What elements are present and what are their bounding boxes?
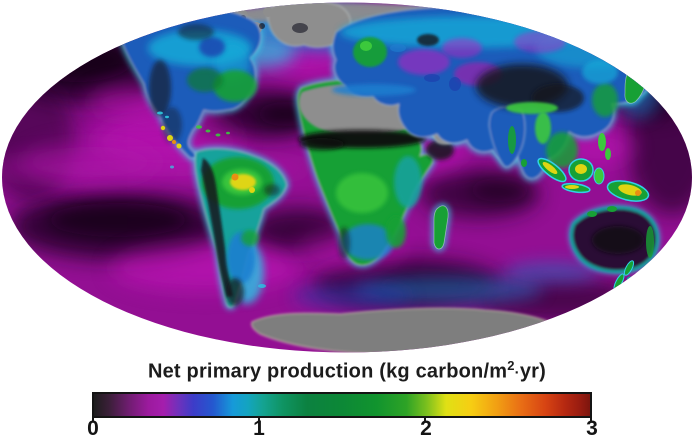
hawaii xyxy=(165,115,169,119)
new-zealand xyxy=(623,260,635,276)
europe-green xyxy=(353,37,387,67)
antarctica-east xyxy=(555,322,605,338)
europe-dark-patch xyxy=(417,34,439,46)
congo-green xyxy=(336,173,388,213)
north-america xyxy=(117,6,262,159)
ocean-patch xyxy=(620,33,690,83)
tick-label-2: 2 xyxy=(420,417,432,440)
mediterranean-sea xyxy=(332,84,416,96)
andes-dark-strip xyxy=(201,158,233,297)
west-ghats-green xyxy=(508,126,516,154)
hudson-bay xyxy=(199,37,225,57)
falklands xyxy=(258,284,266,288)
ocean-patch xyxy=(110,244,300,292)
philippines xyxy=(605,148,611,160)
mozambique-green xyxy=(386,216,406,248)
colorbar-tick xyxy=(92,416,94,422)
caatinga-dark xyxy=(264,184,280,196)
indonesia xyxy=(537,157,650,202)
southeast-asia-green xyxy=(546,132,578,168)
amazon-yellow-spot xyxy=(249,187,255,193)
pampas-green xyxy=(241,230,259,246)
legend-title-superscript: 2 xyxy=(507,358,515,373)
ocean-patch xyxy=(292,284,412,308)
east-coast-green xyxy=(646,226,654,258)
west-russia-magenta xyxy=(442,38,482,58)
caspian-sea xyxy=(449,77,461,91)
colorbar-tick xyxy=(258,416,260,422)
eastern-us-green xyxy=(213,70,257,102)
colorbar xyxy=(92,392,592,418)
ocean-patch xyxy=(23,38,133,82)
siberia-magenta xyxy=(514,31,566,53)
ocean-patch xyxy=(48,203,188,237)
australia xyxy=(569,206,660,291)
island xyxy=(196,125,202,129)
arctic-island xyxy=(263,7,273,17)
ocean-patch xyxy=(20,140,160,184)
ocean-patch xyxy=(470,178,530,202)
legend-title-dot: · xyxy=(514,364,520,382)
africa xyxy=(297,79,454,266)
south-america xyxy=(194,148,288,308)
amazon-orange-spot xyxy=(231,173,239,181)
sri-lanka xyxy=(521,159,527,167)
world-map xyxy=(2,2,692,353)
arctic-dark-patch xyxy=(292,23,308,33)
canadian-shield-dark xyxy=(178,24,214,40)
baltic-sea xyxy=(390,44,406,52)
patagonia-dark xyxy=(226,278,244,306)
caribbean-islands xyxy=(196,125,230,137)
galapagos xyxy=(170,165,174,169)
island xyxy=(226,131,230,135)
central-us-green xyxy=(187,68,223,92)
java-yellow xyxy=(565,185,579,189)
outback-black xyxy=(592,226,644,254)
sulawesi xyxy=(593,167,605,185)
central-america-hotspot xyxy=(160,125,166,131)
north-australia-green xyxy=(607,206,617,212)
central-america-hotspot xyxy=(176,143,182,149)
ocean-patch xyxy=(504,261,600,283)
legend-title: Net primary production (kg carbon/m2·yr) xyxy=(0,358,694,384)
western-cordillera-dark xyxy=(149,60,171,116)
central-america-hotspot xyxy=(172,140,176,144)
borneo-yellow xyxy=(575,164,587,174)
northeast-china-cyan xyxy=(582,60,618,84)
new-guinea-orange xyxy=(635,190,641,196)
myanmar-green xyxy=(535,112,551,144)
black-sea xyxy=(424,74,440,82)
east-siberia-dark xyxy=(558,18,622,38)
namib-dark xyxy=(338,227,350,259)
tick-label-0: 0 xyxy=(87,417,99,440)
central-america-hotspot xyxy=(167,135,173,141)
southern-africa-blue xyxy=(342,224,394,260)
legend-title-prefix: Net primary production (kg carbon/m xyxy=(147,360,508,383)
north-australia-green xyxy=(587,211,597,217)
east-africa-teal xyxy=(394,156,422,208)
philippines xyxy=(598,133,606,151)
colorbar-tick xyxy=(590,416,592,422)
legend-title-suffix: yr) xyxy=(519,360,547,383)
sumatra-yellow xyxy=(542,161,558,175)
tick-label-1: 1 xyxy=(253,417,265,440)
east-europe-magenta xyxy=(398,49,450,75)
arctic-dark-patch xyxy=(259,23,265,29)
hawaii xyxy=(157,111,163,115)
himalaya-green xyxy=(506,102,558,114)
tasmania xyxy=(626,276,634,284)
island xyxy=(205,129,211,133)
europe-green-bright xyxy=(360,41,372,51)
horn-of-africa-dark xyxy=(426,140,454,160)
colorbar-tick xyxy=(424,416,426,422)
island xyxy=(215,133,221,137)
tick-label-3: 3 xyxy=(586,417,598,440)
island-specks xyxy=(157,111,266,288)
sahel-dark-band xyxy=(300,138,344,150)
east-china-green xyxy=(592,83,618,117)
